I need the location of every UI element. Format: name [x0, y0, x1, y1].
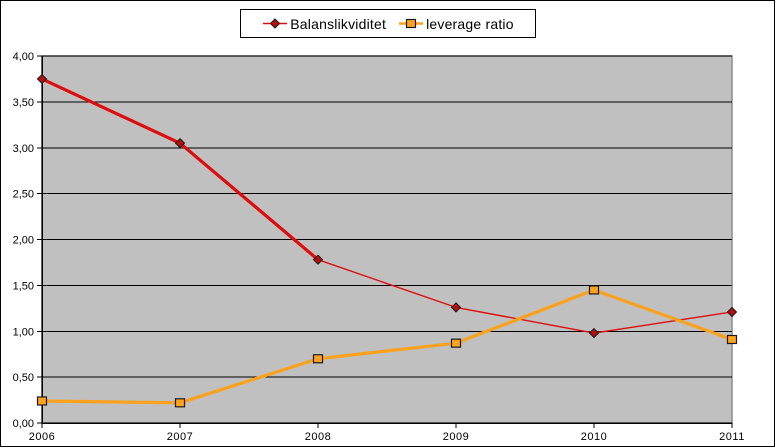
legend-item-balanslikviditet: Balanslikviditet [262, 16, 386, 32]
legend-label-leverage-ratio: leverage ratio [426, 15, 514, 32]
red-diamond-series-icon [262, 17, 288, 30]
legend-label-balanslikviditet: Balanslikviditet [290, 15, 387, 32]
x-tick-label: 2007 [167, 431, 193, 443]
y-tick-label: 0,00 [13, 418, 34, 430]
y-tick-label: 4,00 [13, 51, 34, 63]
y-tick-label: 2,50 [13, 189, 34, 201]
y-tick-label: 1,50 [13, 280, 34, 292]
legend-item-leverage-ratio: leverage ratio [398, 16, 514, 32]
x-tick-label: 2011 [719, 431, 745, 443]
y-tick-label: 3,50 [13, 97, 34, 109]
x-tick-label: 2006 [29, 431, 55, 443]
chart-legend: Balanslikviditet leverage ratio [240, 9, 536, 38]
x-tick-label: 2010 [581, 431, 607, 443]
x-tick-label: 2008 [305, 431, 331, 443]
y-tick-label: 0,50 [13, 372, 34, 384]
y-tick-label: 2,00 [13, 235, 34, 247]
x-tick-label: 2009 [443, 431, 469, 443]
y-tick-label: 1,00 [13, 326, 34, 338]
orange-square-series-icon [398, 17, 424, 30]
y-tick-label: 3,00 [13, 143, 34, 155]
